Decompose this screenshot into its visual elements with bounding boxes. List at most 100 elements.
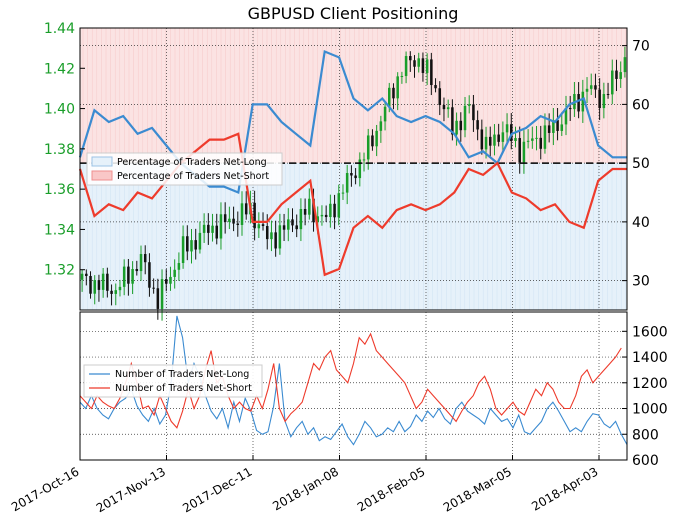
- candle-body: [413, 60, 416, 67]
- date-tick-label: 2018-Mar-05: [441, 464, 514, 514]
- date-tick-label: 2018-Feb-05: [355, 464, 428, 514]
- candle-body: [282, 225, 286, 230]
- candle-body: [383, 106, 387, 122]
- candle-body: [329, 203, 332, 218]
- candle-body: [581, 91, 585, 112]
- candle-body: [484, 136, 488, 150]
- candle-body: [379, 121, 383, 131]
- candle-body: [501, 132, 505, 142]
- candle-body: [265, 226, 269, 240]
- candle-body: [341, 192, 345, 194]
- price-tick-label: 1.40: [44, 102, 75, 118]
- price-candles: [80, 46, 627, 321]
- candle-body: [362, 159, 366, 161]
- candle-body: [366, 135, 370, 160]
- legend-swatch-net-short: [91, 170, 113, 181]
- candle-body: [312, 198, 315, 223]
- candle-body: [358, 159, 362, 179]
- candle-body: [404, 56, 408, 77]
- candle-body: [118, 286, 122, 291]
- candle-body: [198, 232, 202, 250]
- legend-label-count-short: Number of Traders Net-Short: [115, 383, 252, 394]
- candle-body: [623, 57, 627, 73]
- candle-body: [143, 254, 147, 263]
- date-tick-label: 2017-Oct-16: [9, 464, 81, 514]
- candle-body: [202, 224, 206, 233]
- candle-body: [488, 136, 492, 146]
- candle-body: [400, 76, 404, 78]
- candle-body: [89, 275, 92, 294]
- net-long-percentage-line: [78, 49, 627, 195]
- candle-body: [602, 94, 606, 109]
- candle-body: [388, 87, 391, 107]
- candle-body: [240, 203, 244, 225]
- percentage-tick-label: 40: [632, 215, 650, 231]
- candle-body: [543, 125, 547, 149]
- price-axis: 1.32 1.34 1.36 1.38 1.40 1.42 1.44: [44, 21, 85, 279]
- candle-body: [337, 193, 341, 218]
- candle-body: [476, 120, 479, 130]
- candle-body: [261, 224, 265, 227]
- candle-body: [253, 202, 256, 229]
- candle-body: [152, 287, 155, 289]
- count-tick-label: 1600: [632, 324, 668, 340]
- candle-body: [514, 138, 517, 142]
- candle-body: [619, 72, 622, 79]
- candle-body: [122, 266, 126, 287]
- top-legend: Percentage of Traders Net-Long Percentage…: [86, 152, 283, 186]
- candle-body: [371, 135, 374, 147]
- candle-body: [207, 224, 210, 233]
- legend-box: [83, 364, 263, 398]
- candle-body: [127, 266, 130, 284]
- candle-body: [459, 120, 463, 131]
- candle-body: [169, 276, 172, 284]
- candle-body: [186, 236, 189, 252]
- candle-body: [568, 107, 572, 110]
- bottom-panel-border: [79, 311, 628, 461]
- candle-body: [333, 203, 336, 218]
- candle-body: [236, 223, 240, 225]
- candle-body: [299, 209, 303, 230]
- candle-body: [589, 85, 593, 89]
- candle-body: [455, 120, 458, 135]
- candle-body: [531, 138, 534, 141]
- candle-body: [345, 172, 349, 193]
- candle-body: [110, 290, 113, 294]
- legend-swatch-net-long: [91, 156, 113, 167]
- candle-body: [244, 203, 248, 215]
- bottom-panel-frame: [79, 311, 628, 461]
- candle-body: [160, 279, 164, 309]
- candle-body: [303, 209, 307, 215]
- candle-body: [320, 214, 324, 217]
- candle-body: [228, 218, 231, 222]
- candle-body: [510, 124, 513, 142]
- candle-body: [547, 125, 551, 133]
- price-tick-label: 1.36: [44, 182, 75, 198]
- candle-body: [295, 225, 298, 230]
- net-long-zone: [80, 163, 627, 310]
- legend-box: [86, 152, 283, 186]
- candle-body: [505, 124, 509, 133]
- candle-body: [215, 225, 219, 239]
- percentage-tick-label: 50: [632, 156, 650, 172]
- price-tick-label: 1.42: [44, 61, 75, 77]
- candle-body: [577, 93, 580, 112]
- price-tick-label: 1.44: [44, 21, 75, 37]
- count-tick-label: 1000: [632, 402, 668, 418]
- candle-body: [194, 240, 197, 250]
- candle-body: [467, 104, 471, 106]
- candle-body: [396, 76, 399, 99]
- candle-body: [278, 225, 282, 249]
- candle-body: [190, 240, 193, 252]
- candle-body: [257, 224, 261, 229]
- candle-body: [232, 218, 235, 224]
- candle-body: [564, 107, 568, 125]
- top-panel-background: [80, 28, 627, 310]
- bottom-panel-grid: [80, 312, 627, 460]
- candle-body: [409, 56, 412, 61]
- top-panel-grid: [80, 28, 627, 310]
- percentage-axis: 30 40 50 60 70: [622, 39, 650, 290]
- count-tick-label: 600: [632, 453, 659, 469]
